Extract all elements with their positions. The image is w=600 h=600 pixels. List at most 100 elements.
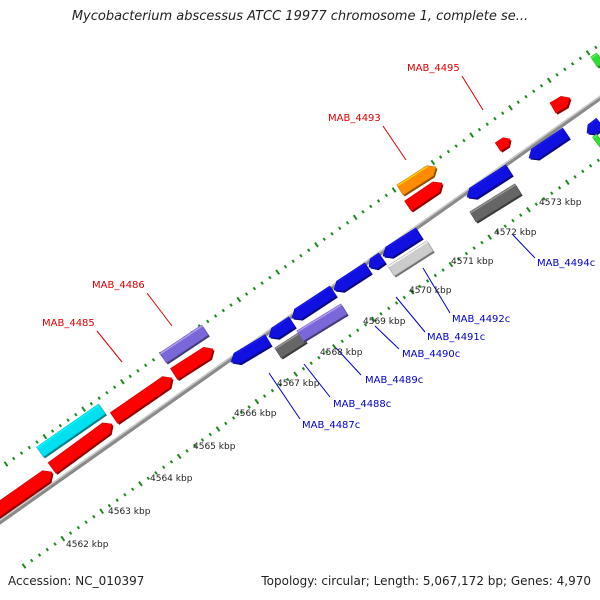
gene-label-mab-4491c[interactable]: MAB_4491c [427, 332, 485, 343]
gene-label-mab-4489c[interactable]: MAB_4489c [365, 375, 423, 386]
tick-mark [12, 456, 16, 461]
tick-mark [464, 251, 469, 256]
tick-mark [42, 433, 48, 440]
tick-mark [136, 369, 140, 373]
tick-mark [200, 438, 205, 442]
gene-feature[interactable] [528, 127, 570, 160]
tick-mark [112, 385, 117, 390]
gene-feature[interactable] [469, 183, 522, 223]
gene-feature[interactable] [387, 240, 434, 277]
tick-mark [138, 480, 143, 487]
gene-feature[interactable] [159, 324, 209, 364]
gene-features [0, 52, 600, 519]
tick-mark [387, 306, 391, 311]
gene-feature-highlight [370, 253, 380, 261]
gene-feature[interactable] [109, 376, 173, 424]
tick-mark [361, 210, 365, 214]
gene-feature[interactable] [368, 252, 386, 270]
tick-mark [516, 100, 520, 105]
tick-mark [244, 292, 249, 296]
tick-mark [293, 371, 299, 377]
gene-feature[interactable] [268, 316, 296, 339]
tick-mark [472, 246, 476, 250]
tick-mark [231, 416, 236, 420]
gene-feature-highlight [159, 325, 203, 355]
gene-label-mab-4495[interactable]: MAB_4495 [407, 63, 460, 74]
tick-mark [260, 281, 264, 285]
gene-feature-highlight [396, 165, 428, 187]
tick-mark [570, 62, 575, 66]
tick-mark [557, 185, 562, 190]
gene-feature[interactable] [333, 262, 372, 292]
gene-feature-highlight [592, 134, 598, 139]
tick-mark [162, 465, 166, 470]
gene-label-mab-4492c[interactable]: MAB_4492c [452, 314, 510, 325]
gene-feature-highlight [590, 53, 598, 59]
gene-feature-highlight [234, 335, 266, 355]
tick-mark [270, 388, 275, 393]
tick-mark [229, 303, 233, 307]
scale-label: 4566 kbp [234, 409, 277, 419]
tick-mark [376, 199, 381, 203]
gene-feature[interactable] [296, 303, 348, 342]
gene-label-mab-4490c[interactable]: MAB_4490c [402, 349, 460, 360]
gene-feature[interactable] [47, 422, 113, 474]
gene-label-mab-4494c[interactable]: MAB_4494c [537, 258, 595, 269]
tick-mark [394, 301, 399, 305]
gene-feature[interactable] [274, 331, 307, 359]
tick-mark [456, 257, 461, 261]
tick-mark [89, 401, 94, 406]
gene-label-mab-4493[interactable]: MAB_4493 [328, 113, 381, 124]
scale-label: 4570 kbp [409, 286, 452, 296]
tick-mark [154, 471, 158, 475]
gene-feature[interactable] [466, 164, 513, 199]
tick-mark [409, 289, 415, 295]
gene-label-mab-4488c[interactable]: MAB_4488c [333, 399, 391, 410]
gene-feature-highlight [48, 423, 104, 465]
tick-mark [585, 50, 591, 56]
tick-mark [252, 286, 257, 291]
scale-label: 4571 kbp [451, 257, 494, 267]
gene-feature[interactable] [36, 403, 106, 458]
gene-feature[interactable] [291, 285, 337, 320]
tick-mark [454, 144, 458, 148]
tick-mark [193, 443, 197, 448]
gene-feature-highlight [36, 404, 100, 449]
leader-line [268, 372, 301, 420]
gene-feature[interactable] [170, 346, 214, 380]
tick-mark [247, 405, 251, 409]
tick-mark [438, 155, 443, 159]
tick-mark [307, 248, 311, 253]
gene-feature[interactable] [396, 165, 437, 196]
tick-mark [594, 45, 598, 50]
scale-label: 4564 kbp [150, 474, 193, 484]
gene-feature-highlight [170, 347, 205, 371]
tick-mark [526, 206, 531, 213]
tick-mark [370, 316, 376, 323]
tick-mark [332, 343, 337, 350]
tick-mark [169, 460, 174, 464]
gene-feature[interactable] [0, 470, 53, 518]
forward-gene-labels: MAB_4485 MAB_4486 MAB_4493 MAB_4495 [42, 63, 460, 329]
gene-feature[interactable] [404, 181, 443, 212]
gene-feature-highlight [110, 376, 164, 415]
gene-feature-highlight [550, 96, 562, 105]
scale-labels: 4562 kbp 4563 kbp 4564 kbp 4565 kbp 4566… [66, 198, 582, 550]
tick-mark [99, 508, 104, 514]
tick-mark [446, 149, 451, 154]
gene-feature[interactable] [230, 334, 272, 364]
tick-mark [30, 558, 34, 563]
gene-feature[interactable] [586, 117, 600, 135]
tick-mark [564, 179, 570, 186]
gene-label-mab-4487c[interactable]: MAB_4487c [302, 420, 360, 431]
leader-line [422, 267, 451, 314]
tick-mark [418, 284, 422, 289]
gene-feature[interactable] [382, 227, 423, 258]
tick-mark [563, 67, 567, 72]
gene-label-mab-4485[interactable]: MAB_4485 [42, 318, 95, 329]
leader-line [512, 234, 536, 259]
gene-label-mab-4486[interactable]: MAB_4486 [92, 280, 145, 291]
tick-mark [546, 77, 552, 84]
accession-text: Accession: NC_010397 [8, 574, 145, 588]
tick-mark [236, 296, 242, 303]
